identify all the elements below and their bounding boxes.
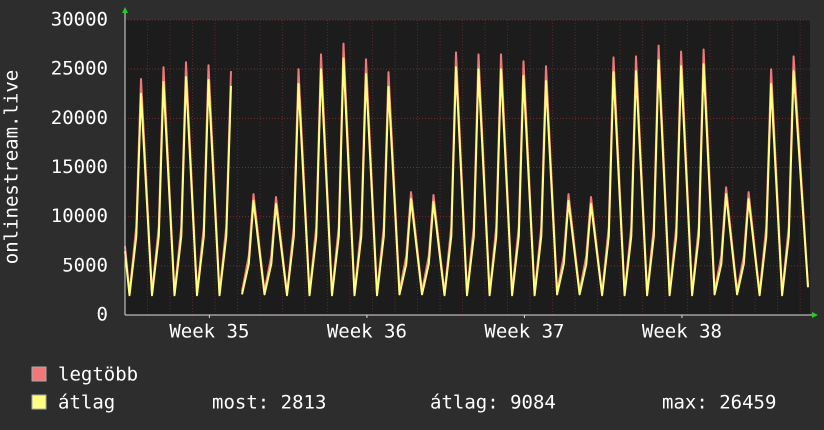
x-tick-label: Week 35: [169, 321, 249, 343]
stat-average: átlag: 9084: [430, 392, 556, 414]
y-tick-label: 0: [97, 304, 108, 326]
axis-arrow: [122, 7, 128, 13]
y-tick-label: 25000: [51, 58, 108, 80]
y-axis-label: onlinestream.live: [1, 70, 23, 264]
legend-swatch: [31, 394, 47, 410]
y-tick-label: 5000: [62, 254, 108, 276]
y-tick-label: 30000: [51, 9, 108, 31]
legend-swatch: [31, 366, 47, 382]
stat-max: max: 26459: [662, 392, 776, 414]
legend-label: átlag: [58, 392, 115, 414]
x-tick-label: Week 36: [327, 321, 407, 343]
axis-arrow: [812, 312, 818, 318]
series-line: [124, 57, 809, 297]
stat-current: most: 2813: [212, 392, 326, 414]
y-tick-label: 20000: [51, 107, 108, 129]
x-tick-label: Week 37: [484, 321, 564, 343]
x-tick-label: Week 38: [642, 321, 722, 343]
y-tick-label: 15000: [51, 156, 108, 178]
y-tick-label: 10000: [51, 205, 108, 227]
legend-label: legtöbb: [58, 364, 138, 386]
